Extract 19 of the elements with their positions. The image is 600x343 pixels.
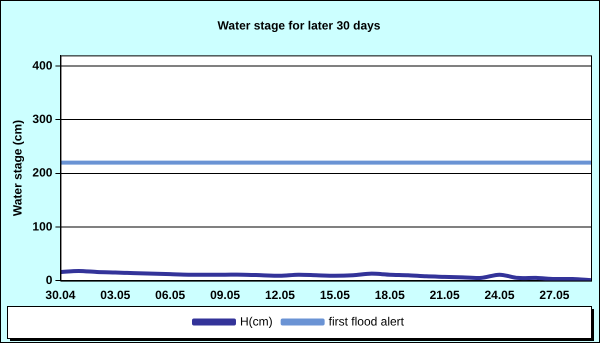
x-tick-label: 24.05 bbox=[484, 288, 515, 302]
x-tick-label: 06.05 bbox=[155, 288, 186, 302]
chart-title: Water stage for later 30 days bbox=[218, 18, 381, 33]
x-tick-label: 18.05 bbox=[374, 288, 406, 302]
legend-label: H(cm) bbox=[240, 314, 273, 328]
x-tick-label: 15.05 bbox=[320, 288, 350, 302]
x-tick-label: 12.05 bbox=[264, 288, 296, 302]
x-tick-label: 27.05 bbox=[539, 288, 570, 302]
legend-label: first flood alert bbox=[328, 314, 405, 328]
x-tick-label: 09.05 bbox=[210, 288, 240, 302]
y-tick-label: 100 bbox=[32, 219, 53, 234]
x-tick-label: 03.05 bbox=[100, 288, 131, 302]
y-axis-title: Water stage (cm) bbox=[10, 120, 25, 216]
x-tick-label: 21.05 bbox=[430, 288, 460, 302]
y-tick-label: 200 bbox=[32, 166, 53, 180]
y-tick-label: 400 bbox=[32, 58, 53, 72]
x-tick-label: 30.04 bbox=[45, 288, 76, 302]
y-tick-label: 300 bbox=[32, 112, 53, 126]
y-tick-label: 0 bbox=[46, 272, 53, 287]
